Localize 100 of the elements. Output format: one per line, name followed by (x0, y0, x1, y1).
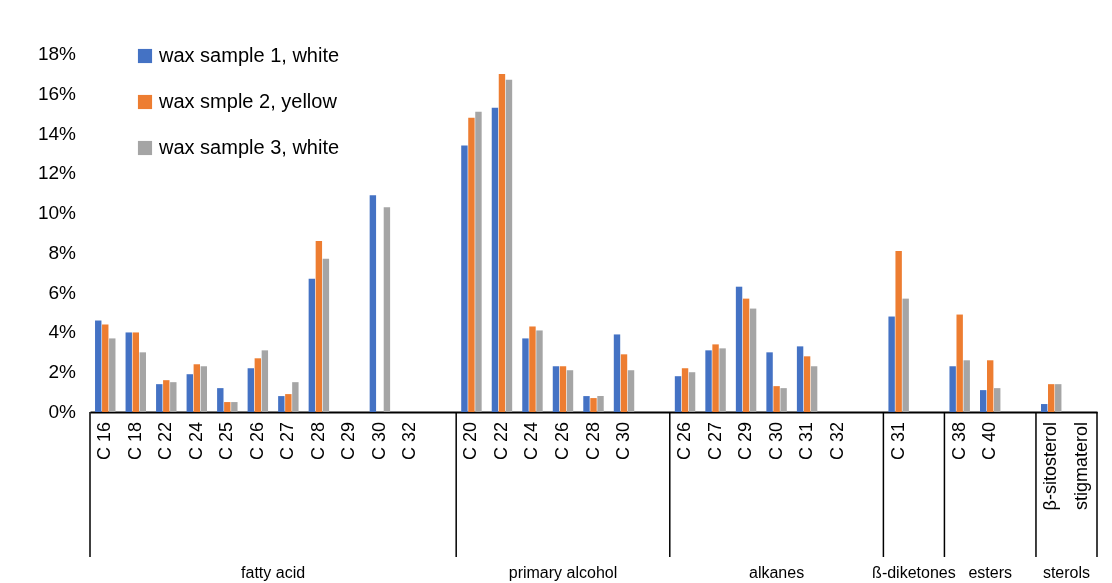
y-tick-label: 16% (37, 82, 77, 104)
x-tick-label: C 31 (796, 422, 817, 461)
bar (627, 370, 635, 412)
x-tick-label: β-sitosterol (1040, 422, 1061, 511)
bar (590, 398, 597, 412)
bar (597, 396, 604, 412)
bar (803, 356, 811, 412)
bar (163, 380, 170, 412)
bar (674, 376, 682, 412)
bar (200, 366, 208, 412)
bar (170, 382, 177, 412)
bar (102, 324, 109, 412)
bar (261, 350, 269, 412)
text: sterols (1042, 564, 1091, 581)
bar (315, 240, 323, 412)
bar (583, 396, 590, 412)
bar (888, 316, 895, 412)
bar (552, 366, 560, 412)
text: esters (968, 564, 1012, 581)
text: primary alcohol (508, 564, 618, 581)
bar (292, 382, 299, 412)
bar (1041, 404, 1048, 412)
bar (949, 366, 956, 412)
bar (810, 366, 818, 412)
bar (247, 368, 255, 412)
bar (156, 384, 163, 412)
bar (461, 145, 468, 412)
bar (125, 332, 132, 412)
x-tick-label: C 40 (979, 422, 1000, 461)
bar (780, 388, 787, 412)
bar (193, 364, 201, 412)
y-tick-label: 10% (37, 202, 77, 224)
bar (132, 332, 139, 412)
bar (383, 207, 391, 412)
x-tick-label: C 29 (735, 422, 756, 461)
bar (742, 298, 750, 412)
x-tick-label: C 27 (704, 422, 725, 461)
x-tick-label: C 29 (338, 422, 359, 461)
y-tick-label: 6% (48, 281, 77, 303)
bar (620, 354, 628, 412)
x-tick-label: C 26 (246, 422, 267, 461)
y-tick-label: 12% (37, 162, 77, 184)
bar (186, 374, 193, 412)
x-tick-label: C 38 (948, 422, 969, 461)
x-tick-label: C 32 (826, 422, 847, 461)
bar (217, 388, 224, 412)
bar (681, 368, 689, 412)
x-tick-label: C 18 (124, 422, 145, 461)
x-tick-label: C 27 (277, 422, 298, 461)
x-tick-label: C 26 (551, 422, 572, 461)
bar (475, 111, 482, 412)
bar (712, 344, 719, 412)
x-tick-label: C 30 (765, 422, 786, 461)
bar (994, 388, 1001, 412)
bar (566, 370, 574, 412)
bar (254, 358, 262, 412)
x-tick-label: C 28 (582, 422, 603, 461)
x-tick-label: C 28 (307, 422, 328, 461)
bar (766, 352, 773, 412)
bar (796, 346, 804, 412)
bar (773, 386, 780, 412)
bar (895, 250, 902, 412)
x-tick-label: C 22 (490, 422, 511, 461)
bar (559, 366, 567, 412)
bar (278, 396, 285, 412)
bar (505, 79, 513, 412)
bar (986, 360, 994, 412)
bar (109, 338, 116, 412)
x-tick-label: C 22 (155, 422, 176, 461)
bar (613, 334, 621, 412)
bar (322, 258, 330, 412)
bar (498, 73, 506, 412)
bar (902, 298, 909, 412)
y-tick-label: 2% (48, 361, 77, 383)
bar (468, 117, 475, 412)
bar (719, 348, 726, 412)
x-tick-label: C 24 (521, 422, 542, 461)
bar (95, 320, 102, 412)
bar (224, 402, 231, 412)
x-tick-label: C 16 (94, 422, 115, 461)
x-tick-label: C 20 (460, 422, 481, 461)
bar (139, 352, 146, 412)
bar (963, 360, 970, 412)
bar (979, 390, 987, 412)
x-tick-label: C 30 (613, 422, 634, 461)
bar (705, 350, 712, 412)
x-tick-label: stigmaterol (1070, 422, 1091, 511)
bar (308, 278, 316, 412)
y-tick-label: 14% (37, 122, 77, 144)
x-tick-label: C 31 (887, 422, 908, 461)
bar (749, 308, 757, 412)
text: ß-diketones (872, 564, 956, 581)
x-tick-label: C 25 (216, 422, 237, 461)
bar (529, 326, 536, 412)
legend-label: wax sample 1, white (158, 44, 340, 66)
bar (735, 286, 743, 412)
x-tick-label: C 32 (399, 422, 420, 461)
bar (285, 394, 292, 412)
legend-label: wax smple 2, yellow (158, 90, 338, 112)
y-tick-label: 18% (37, 43, 77, 64)
